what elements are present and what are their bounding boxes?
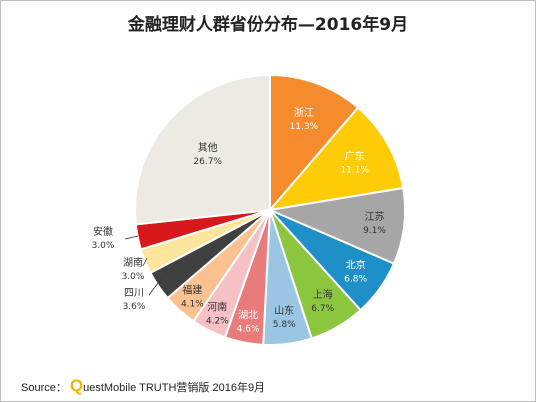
slice-value-51764ed6: 26.7% — [193, 157, 222, 167]
slice-value-798f5efa: 4.1% — [181, 299, 204, 309]
source-note: Source： QuestMobile TRUTH营销版 2016年9月 — [21, 376, 265, 396]
chart-title: 金融理财人群省份分布—2016年9月 — [127, 15, 409, 35]
slice-label-5b895fbd: 安徽 — [93, 225, 113, 238]
slice-label-798f5efa: 福建 — [182, 283, 202, 296]
slice-value-6e565357: 3.0% — [122, 272, 145, 282]
leader-line-9 — [148, 278, 162, 296]
pie-slice-0 — [269, 73, 360, 213]
slice-label-6d596c5f: 浙江 — [294, 107, 314, 119]
slice-label-6cb35357: 河南 — [207, 300, 227, 313]
slice-label-56db5ddd: 四川 — [124, 288, 144, 299]
slice-label-4e0a6d77: 上海 — [313, 288, 333, 301]
slice-label-5c714e1c: 山东 — [274, 304, 294, 317]
leader-line-11 — [124, 235, 139, 240]
slice-label-53174eac: 北京 — [346, 258, 366, 271]
slice-value-5e7f4e1c: 11.1% — [340, 165, 369, 175]
questmobile-logo-letter: Q — [69, 376, 84, 395]
slice-value-4e0a6d77: 6.7% — [311, 304, 334, 314]
slice-label-6e565317: 湖北 — [238, 309, 258, 321]
leader-line-10 — [142, 257, 148, 267]
pie-slice-12 — [134, 73, 271, 226]
slice-value-5c714e1c: 5.8% — [273, 320, 296, 330]
slice-value-5b895fbd: 3.0% — [92, 241, 115, 251]
slice-value-6e565317: 4.6% — [237, 324, 260, 334]
slice-value-6cb35357: 4.2% — [206, 316, 229, 326]
pie-slice-1 — [267, 106, 405, 212]
slice-value-56db5ddd: 3.6% — [123, 302, 146, 312]
slice-label-5e7f4e1c: 广东 — [345, 149, 365, 162]
slice-value-53174eac: 6.8% — [344, 274, 367, 284]
source-text: uestMobile TRUTH营销版 2016年9月 — [83, 382, 266, 394]
slice-label-6c5f82cf: 江苏 — [365, 210, 385, 223]
source-prefix: Source： — [21, 382, 67, 394]
slice-label-51764ed6: 其他 — [198, 141, 218, 154]
slice-label-6e565357: 湖南 — [123, 256, 143, 269]
slice-value-6c5f82cf: 9.1% — [363, 226, 386, 236]
slice-value-6d596c5f: 11.3% — [290, 122, 319, 132]
